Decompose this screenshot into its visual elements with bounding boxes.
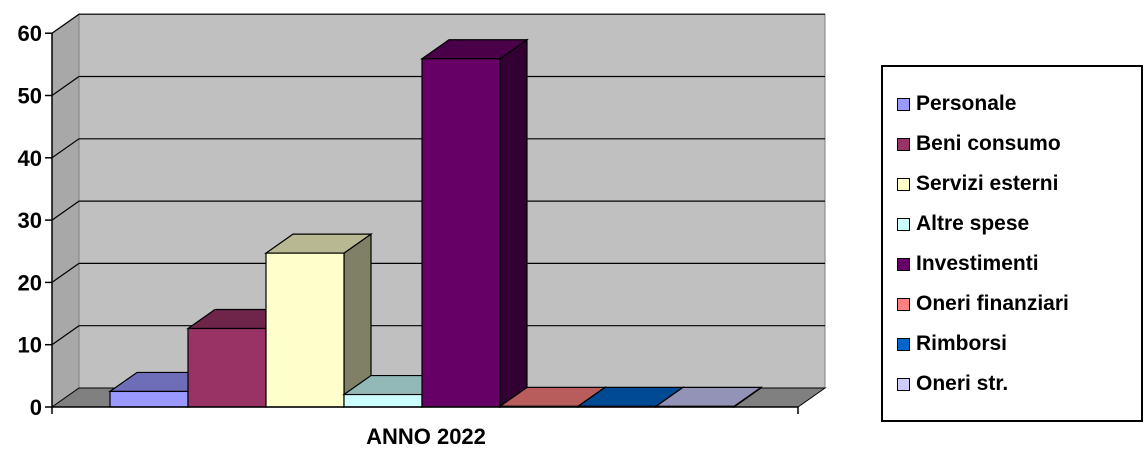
bar-servizi-esterni xyxy=(264,232,373,409)
legend-label-oneri-str: Oneri str. xyxy=(916,372,1009,395)
bar-side xyxy=(499,38,528,409)
legend-swatch-rimborsi xyxy=(897,337,910,351)
bar-front xyxy=(265,252,345,408)
y-tick-label: 0 xyxy=(30,395,42,420)
y-tick-label: 40 xyxy=(18,146,42,171)
legend-item-beni-consumo: Beni consumo xyxy=(897,129,1061,159)
gridline xyxy=(51,75,825,96)
legend-swatch-servizi-esterni xyxy=(897,177,910,191)
gridline xyxy=(51,262,825,283)
bar-front xyxy=(109,390,189,408)
y-tick-label: 50 xyxy=(18,84,42,109)
legend-item-oneri-finanziari: Oneri finanziari xyxy=(897,289,1069,319)
legend: Personale Beni consumo Servizi esterni A… xyxy=(881,65,1143,422)
gridline xyxy=(51,13,825,34)
legend-item-personale: Personale xyxy=(897,89,1016,119)
legend-label-personale: Personale xyxy=(916,92,1017,115)
bar-front xyxy=(187,327,267,408)
legend-item-investimenti: Investimenti xyxy=(897,249,1039,279)
legend-label-altre-spese: Altre spese xyxy=(916,212,1030,235)
legend-item-altre-spese: Altre spese xyxy=(897,209,1029,239)
y-tick-label: 20 xyxy=(18,270,42,295)
bar-front xyxy=(343,393,423,408)
y-tick-label: 10 xyxy=(18,333,42,358)
gridline xyxy=(51,325,825,346)
legend-label-servizi-esterni: Servizi esterni xyxy=(916,172,1059,195)
legend-item-rimborsi: Rimborsi xyxy=(897,329,1007,359)
bar-investimenti xyxy=(420,38,529,409)
legend-label-investimenti: Investimenti xyxy=(916,252,1039,275)
legend-swatch-oneri-str xyxy=(897,377,910,391)
legend-label-beni-consumo: Beni consumo xyxy=(916,132,1061,155)
legend-label-oneri-finanziari: Oneri finanziari xyxy=(916,292,1069,315)
legend-swatch-beni-consumo xyxy=(897,137,910,151)
y-tick-label: 30 xyxy=(18,208,42,233)
legend-swatch-oneri-finanziari xyxy=(897,297,910,311)
y-tick-label: 60 xyxy=(18,21,42,46)
legend-label-rimborsi: Rimborsi xyxy=(916,332,1008,355)
bar-front xyxy=(421,58,501,408)
gridline xyxy=(51,138,825,159)
x-category-label: ANNO 2022 xyxy=(366,424,486,447)
legend-swatch-altre-spese xyxy=(897,217,910,231)
legend-item-servizi-esterni: Servizi esterni xyxy=(897,169,1058,199)
gridline xyxy=(51,200,825,221)
legend-swatch-personale xyxy=(897,97,910,111)
legend-item-oneri-str: Oneri str. xyxy=(897,369,1008,399)
legend-swatch-investimenti xyxy=(897,257,910,271)
